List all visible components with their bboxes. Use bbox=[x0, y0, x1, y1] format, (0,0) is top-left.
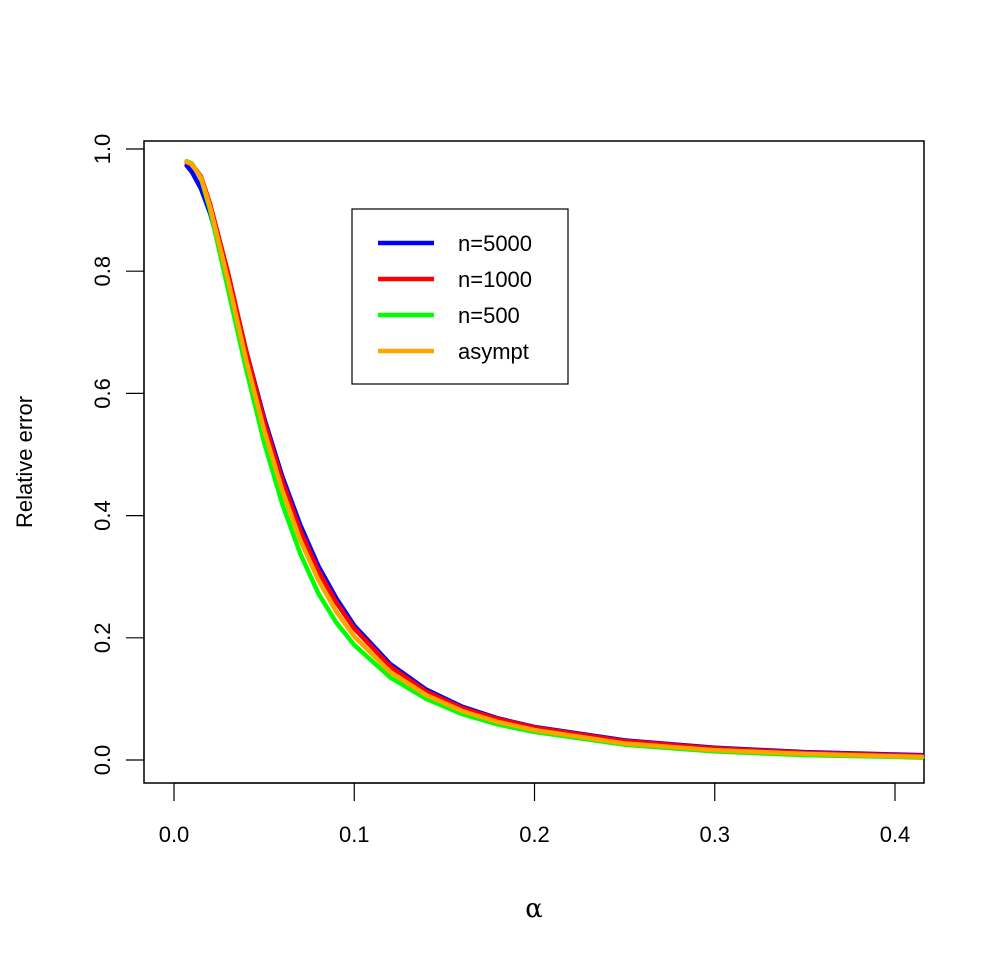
x-axis: 0.0 0.1 0.2 0.3 0.4 α bbox=[159, 782, 911, 924]
legend-label: n=500 bbox=[458, 303, 520, 328]
x-tick-label: 0.0 bbox=[159, 822, 190, 847]
y-ticks: 0.0 0.2 0.4 0.6 0.8 1.0 bbox=[90, 134, 144, 776]
x-tick-label: 0.2 bbox=[519, 822, 550, 847]
x-tick-label: 0.4 bbox=[880, 822, 911, 847]
series-layer bbox=[184, 158, 925, 760]
legend-items: n=5000 n=1000 n=500 asympt bbox=[378, 231, 532, 364]
y-tick-label: 0.0 bbox=[90, 745, 115, 776]
y-axis: 0.0 0.2 0.4 0.6 0.8 1.0 Relative error bbox=[12, 134, 145, 776]
x-tick-label: 0.3 bbox=[699, 822, 730, 847]
y-tick-label: 0.4 bbox=[90, 500, 115, 531]
legend-label: asympt bbox=[458, 339, 529, 364]
legend-label: n=1000 bbox=[458, 267, 532, 292]
legend: n=5000 n=1000 n=500 asympt bbox=[351, 208, 569, 385]
legend-box bbox=[351, 208, 569, 385]
legend-label: n=5000 bbox=[458, 231, 532, 256]
x-axis-label: α bbox=[525, 894, 543, 924]
y-axis-label: Relative error bbox=[12, 396, 37, 528]
x-ticks: 0.0 0.1 0.2 0.3 0.4 bbox=[159, 783, 911, 847]
y-tick-label: 0.2 bbox=[90, 623, 115, 654]
y-tick-label: 1.0 bbox=[90, 134, 115, 165]
y-tick-label: 0.6 bbox=[90, 378, 115, 409]
x-tick-label: 0.1 bbox=[339, 822, 370, 847]
series-line-asympt bbox=[184, 159, 925, 760]
y-tick-label: 0.8 bbox=[90, 256, 115, 287]
